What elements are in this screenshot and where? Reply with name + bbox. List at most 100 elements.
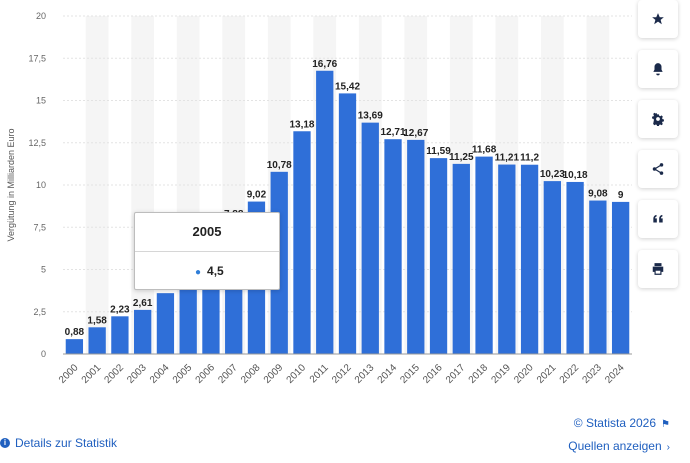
grid-band xyxy=(85,16,109,354)
x-tick-label: 2022 xyxy=(558,362,582,386)
x-tick-label: 2007 xyxy=(216,362,240,386)
data-label: 12,71 xyxy=(381,127,406,138)
print-icon xyxy=(652,263,664,275)
bar[interactable] xyxy=(384,139,402,354)
bar-chart: 0,881,582,232,617,889,0210,7813,1816,761… xyxy=(6,11,632,386)
x-tick-label: 2019 xyxy=(489,362,513,386)
bar[interactable] xyxy=(498,164,516,354)
sources-text: Quellen anzeigen xyxy=(568,439,662,453)
bar[interactable] xyxy=(589,200,607,354)
data-label: 11,25 xyxy=(449,152,474,163)
data-label: 1,58 xyxy=(87,315,107,326)
x-tick-label: 2013 xyxy=(353,362,377,386)
x-tick-label: 2012 xyxy=(330,362,354,386)
y-tick-label: 17,5 xyxy=(28,53,46,63)
bar[interactable] xyxy=(65,339,84,354)
bar[interactable] xyxy=(134,309,152,354)
data-label: 12,67 xyxy=(403,128,428,139)
bar[interactable] xyxy=(407,139,425,354)
copyright-text: © Statista 2026 xyxy=(573,416,657,430)
sources-link[interactable]: Quellen anzeigen › xyxy=(568,439,670,453)
bar[interactable] xyxy=(316,70,334,355)
x-tick-label: 2014 xyxy=(376,362,400,386)
bar[interactable] xyxy=(338,93,357,354)
data-label: 9 xyxy=(618,190,624,201)
bar[interactable] xyxy=(429,158,448,354)
bars-layer xyxy=(65,70,630,355)
data-label: 10,78 xyxy=(267,160,292,171)
data-label: 13,69 xyxy=(358,111,383,122)
x-tick-label: 2003 xyxy=(125,362,149,386)
bar[interactable] xyxy=(179,277,197,354)
tooltip-title: 2005 xyxy=(135,213,279,252)
y-tick-label: 7,5 xyxy=(33,222,46,232)
bar[interactable] xyxy=(88,327,106,354)
bar[interactable] xyxy=(156,293,175,354)
data-label: 11,68 xyxy=(472,145,497,156)
y-axis: 0 2,5 5 7,5 10 12,5 15 17,5 20 xyxy=(28,11,46,359)
x-tick-label: 2002 xyxy=(103,362,127,386)
data-label: 11,2 xyxy=(520,153,539,164)
y-tick-label: 0 xyxy=(41,349,46,359)
data-label: 2,23 xyxy=(110,304,130,315)
data-label: 0,88 xyxy=(65,327,85,338)
data-label: 10,18 xyxy=(563,170,588,181)
y-tick-label: 2,5 xyxy=(33,307,46,317)
y-axis-title: Vergütung in Milliarden Euro xyxy=(6,128,16,241)
bar[interactable] xyxy=(475,156,493,354)
y-tick-label: 15 xyxy=(36,96,46,106)
x-tick-label: 2020 xyxy=(512,362,536,386)
details-text: Details zur Statistik xyxy=(15,436,118,450)
x-tick-label: 2000 xyxy=(57,362,81,386)
chevron-right-icon: › xyxy=(666,442,670,453)
cite-button[interactable] xyxy=(638,200,678,238)
x-tick-label: 2004 xyxy=(148,362,172,386)
y-tick-label: 10 xyxy=(36,180,46,190)
x-tick-label: 2010 xyxy=(285,362,309,386)
data-label: 11,21 xyxy=(495,153,520,164)
x-tick-label: 2008 xyxy=(239,362,263,386)
x-tick-label: 2006 xyxy=(194,362,218,386)
tooltip: 2005 ● 4,5 xyxy=(134,212,280,290)
bar[interactable] xyxy=(111,316,129,354)
flag-icon: ⚑ xyxy=(661,419,670,430)
tooltip-row: ● 4,5 xyxy=(135,252,279,278)
copyright-link[interactable]: © Statista 2026 ⚑ xyxy=(574,416,670,430)
star-icon xyxy=(652,13,664,25)
sidebar-toolbar xyxy=(638,0,684,300)
print-button[interactable] xyxy=(638,250,678,288)
bar[interactable] xyxy=(611,201,630,354)
details-link[interactable]: i Details zur Statistik xyxy=(0,436,117,450)
data-label: 15,42 xyxy=(335,81,360,92)
info-icon: i xyxy=(0,438,10,448)
bar[interactable] xyxy=(520,164,539,354)
bar[interactable] xyxy=(361,122,379,354)
series-dot-icon: ● xyxy=(195,267,202,278)
y-tick-label: 20 xyxy=(36,11,46,21)
bar[interactable] xyxy=(566,181,584,354)
x-tick-label: 2015 xyxy=(398,362,422,386)
bar[interactable] xyxy=(543,181,561,354)
y-tick-label: 5 xyxy=(41,265,46,275)
data-label: 16,76 xyxy=(312,59,337,70)
data-label: 11,59 xyxy=(426,146,451,157)
x-tick-label: 2018 xyxy=(467,362,491,386)
x-tick-label: 2001 xyxy=(80,362,104,386)
data-label: 2,61 xyxy=(133,298,153,309)
favorite-button[interactable] xyxy=(638,0,678,38)
y-tick-label: 12,5 xyxy=(28,138,46,148)
bar[interactable] xyxy=(293,131,311,354)
bar[interactable] xyxy=(452,163,470,354)
x-tick-label: 2021 xyxy=(535,362,559,386)
bell-icon xyxy=(653,63,663,76)
share-button[interactable] xyxy=(638,150,678,188)
x-tick-label: 2011 xyxy=(308,362,331,385)
notification-button[interactable] xyxy=(638,50,678,88)
data-label: 10,23 xyxy=(540,169,565,180)
tooltip-value: 4,5 xyxy=(207,264,224,278)
x-axis: 2000 2001 2002 2003 2004 2005 2006 2007 2008 2009… xyxy=(57,353,632,386)
data-label: 9,02 xyxy=(247,190,267,201)
x-tick-label: 2009 xyxy=(262,362,286,386)
x-tick-label: 2016 xyxy=(421,362,445,386)
settings-button[interactable] xyxy=(638,100,678,138)
